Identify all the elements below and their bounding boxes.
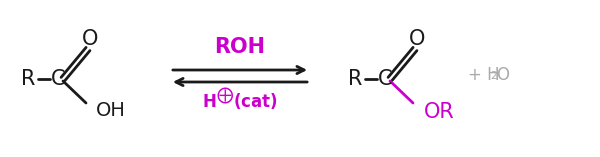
- Text: R: R: [21, 69, 35, 89]
- Text: OR: OR: [424, 102, 455, 122]
- Text: O: O: [82, 29, 98, 49]
- Text: C: C: [51, 69, 65, 89]
- Text: OH: OH: [96, 101, 126, 121]
- Text: ROH: ROH: [215, 37, 265, 57]
- Text: O: O: [496, 66, 509, 84]
- Text: R: R: [348, 69, 362, 89]
- Text: H$^{\bigoplus}$(cat): H$^{\bigoplus}$(cat): [202, 86, 278, 112]
- Text: $_2$: $_2$: [490, 68, 498, 82]
- Text: + H: + H: [468, 66, 500, 84]
- Text: C: C: [378, 69, 392, 89]
- Text: O: O: [409, 29, 425, 49]
